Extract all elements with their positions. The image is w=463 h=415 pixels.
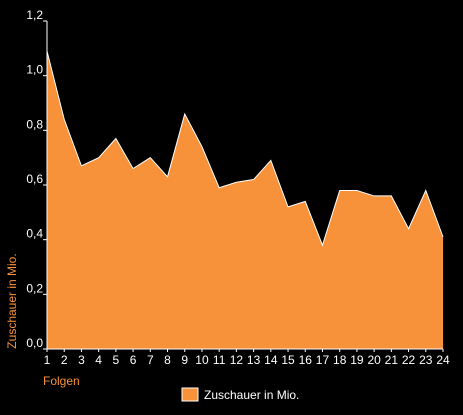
area-series-line (46, 50, 444, 247)
y-axis-title: Zuschauer in Mio. (5, 253, 19, 348)
x-tick-label: 6 (130, 353, 137, 367)
x-tick-label: 7 (147, 353, 154, 367)
x-tick-label: 19 (350, 353, 364, 367)
x-tick-label: 2 (61, 353, 68, 367)
x-tick-label: 22 (402, 353, 416, 367)
legend: Zuschauer in Mio. (181, 387, 299, 402)
x-tick-label: 13 (247, 353, 261, 367)
y-tick-label: 0,6 (26, 172, 43, 186)
x-tick-label: 1 (44, 353, 51, 367)
x-tick-label: 14 (264, 353, 278, 367)
x-tick-label: 20 (367, 353, 381, 367)
y-tick-label: 1,2 (26, 8, 43, 22)
x-tick-label: 16 (299, 353, 313, 367)
x-tick-label: 4 (95, 353, 102, 367)
x-tick-label: 24 (436, 353, 450, 367)
x-axis-title: Folgen (43, 374, 80, 388)
area-layer (46, 50, 444, 349)
x-tick-label: 5 (113, 353, 120, 367)
legend-swatch (181, 387, 199, 402)
x-tick-label: 8 (164, 353, 171, 367)
legend-label: Zuschauer in Mio. (204, 388, 299, 402)
y-tick-label: 0,4 (26, 227, 43, 241)
x-tick-label: 9 (181, 353, 188, 367)
y-tick-label: 1,0 (26, 63, 43, 77)
x-tick-label: 10 (195, 353, 209, 367)
y-tick-label: 0,2 (26, 281, 43, 295)
axis-layer (43, 20, 444, 352)
x-tick-label: 11 (213, 353, 226, 367)
x-tick-label: 21 (385, 353, 399, 367)
x-tick-label: 17 (316, 353, 330, 367)
x-tick-label: 23 (419, 353, 433, 367)
x-tick-labels: 1 2 3 4 5 6 7 8 9 10 11 12 13 14 15 16 17 18 19 20 21 22 23 24 (44, 353, 450, 367)
x-tick-label: 15 (281, 353, 295, 367)
x-tick-label: 12 (230, 353, 244, 367)
y-tick-labels: 0,0 0,2 0,4 0,6 0,8 1,0 1,2 (26, 8, 43, 350)
area-series-fill (47, 51, 443, 349)
x-tick-label: 3 (78, 353, 85, 367)
y-tick-label: 0,0 (26, 336, 43, 350)
x-tick-label: 18 (333, 353, 347, 367)
y-tick-label: 0,8 (26, 117, 43, 131)
